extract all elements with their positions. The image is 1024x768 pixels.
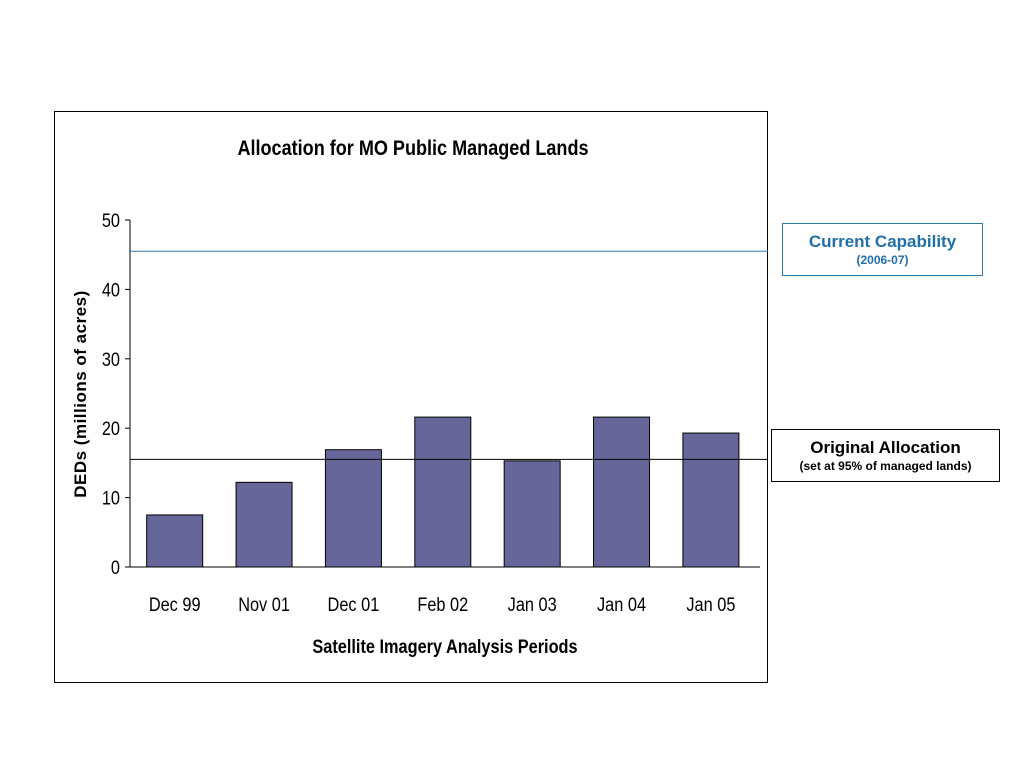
reference-lines: [130, 250, 768, 460]
bar: [682, 432, 740, 568]
x-tick-label: Jan 04: [597, 594, 646, 615]
x-tick-label: Jan 03: [508, 594, 557, 615]
y-tick-label: 0: [111, 557, 120, 578]
y-axis-label: DEDs (millions of acres): [71, 290, 90, 498]
y-tick-label: 40: [102, 279, 120, 300]
bar: [503, 460, 561, 568]
x-tick-label: Jan 05: [686, 594, 735, 615]
y-tick-label: 20: [102, 418, 120, 439]
chart-title: Allocation for MO Public Managed Lands: [237, 137, 588, 161]
x-tick-label: Dec 01: [328, 594, 380, 615]
y-tick-label: 10: [102, 487, 120, 508]
chart-frame: [54, 111, 768, 683]
original-allocation-callout: Original Allocation (set at 95% of manag…: [771, 429, 1000, 482]
y-axis: 0 10 20 30 40 50: [102, 210, 131, 578]
x-tick-label: Dec 99: [149, 594, 201, 615]
bar: [146, 514, 204, 568]
current-capability-callout: Current Capability (2006-07): [782, 223, 983, 276]
x-axis: Dec 99 Nov 01 Dec 01 Feb 02 Jan 03 Jan 04 Jan …: [130, 566, 760, 615]
bar: [414, 416, 472, 568]
x-tick-label: Nov 01: [238, 594, 290, 615]
original-allocation-label: Original Allocation: [810, 438, 961, 457]
bar: [324, 449, 382, 568]
x-axis-label: Satellite Imagery Analysis Periods: [312, 636, 577, 657]
original-allocation-sublabel: (set at 95% of managed lands): [799, 459, 972, 473]
y-tick-label: 30: [102, 349, 120, 370]
current-capability-label: Current Capability: [808, 232, 957, 251]
bar: [593, 416, 651, 568]
bar: [235, 481, 293, 568]
x-tick-label: Feb 02: [417, 594, 468, 615]
current-capability-sublabel: (2006-07): [856, 253, 909, 267]
y-tick-label: 50: [102, 210, 120, 231]
bars: [146, 416, 740, 568]
